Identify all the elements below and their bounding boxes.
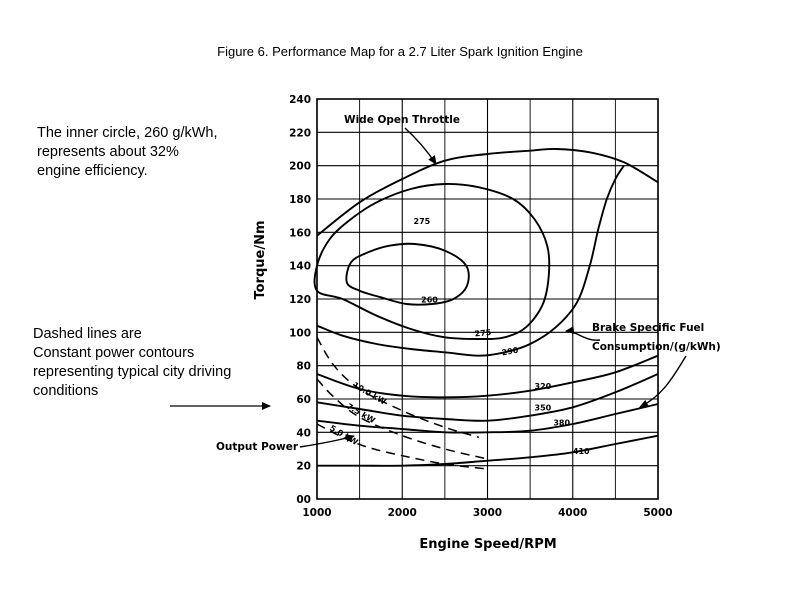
wot-annotation: Wide Open Throttle [344, 114, 460, 126]
y-tick-label: 80 [296, 361, 311, 373]
x-tick-labels: 1000 2000 3000 4000 5000 [302, 507, 672, 519]
contour-label: 380 [553, 419, 570, 428]
y-tick-label: 20 [296, 461, 311, 473]
dashed-lines-note: Dashed lines are Constant power contours… [33, 325, 283, 401]
bsfc-annotation-line2: Consumption/(g/kWh) [592, 341, 721, 353]
y-tick-label: 160 [289, 227, 311, 239]
x-tick-label: 5000 [643, 507, 672, 519]
y-tick-label: 40 [296, 427, 311, 439]
x-tick-label: 3000 [473, 507, 502, 519]
curve-260 [345, 242, 470, 306]
x-tick-label: 1000 [302, 507, 331, 519]
output-power-annotation: Output Power [216, 441, 299, 453]
y-axis-label: Torque/Nm [253, 220, 268, 299]
y-tick-label: 00 [296, 494, 311, 506]
curve-5-0-kw [316, 423, 488, 470]
curve-380 [316, 403, 659, 434]
x-axis-label: Engine Speed/RPM [419, 537, 556, 552]
curve-275 [313, 183, 551, 340]
y-tick-labels: 00 20 40 60 80 100 120 140 160 180 200 220 240 [289, 94, 311, 506]
y-tick-label: 120 [289, 294, 311, 306]
x-tick-label: 2000 [388, 507, 417, 519]
y-tick-label: 200 [289, 161, 311, 173]
y-tick-label: 240 [289, 94, 311, 106]
curve-320 [316, 354, 659, 399]
dashed-lines-note-line: representing typical city driving [33, 364, 232, 380]
x-tick-label: 4000 [558, 507, 587, 519]
inner-circle-note-line: represents about 32% [37, 144, 179, 160]
contour-label: 290 [501, 346, 519, 358]
y-tick-label: 60 [296, 394, 311, 406]
inner-circle-note-line: The inner circle, 260 g/kWh, [37, 125, 218, 141]
y-tick-label: 180 [289, 194, 311, 206]
dashed-lines-note-line: Constant power contours [33, 345, 195, 361]
y-tick-label: 220 [289, 127, 311, 139]
contour-label: 350 [535, 404, 552, 413]
inner-circle-note-line: engine efficiency. [37, 163, 148, 179]
contour-label: 320 [535, 382, 552, 391]
curve-7-5-kw [316, 378, 488, 460]
y-tick-label: 100 [289, 327, 311, 339]
inner-circle-note: The inner circle, 260 g/kWh, represents … [37, 124, 277, 181]
contour-label: 5.0 kW [328, 423, 360, 446]
contour-label: 275 [474, 328, 492, 339]
contour-curves [313, 148, 659, 470]
curve-10-0-kw [316, 336, 480, 439]
curve-290 [316, 165, 625, 357]
bsfc-arrow-2 [639, 355, 687, 408]
bsfc-arrow-1 [565, 326, 601, 341]
contour-label: 7.5 kW [345, 402, 377, 425]
contour-label: 260 [421, 295, 438, 304]
contour-label: 410 [573, 447, 590, 456]
figure-title: Figure 6. Performance Map for a 2.7 Lite… [217, 44, 583, 59]
dashed-lines-note-line: Dashed lines are [33, 326, 142, 342]
contour-label: 275 [414, 217, 431, 226]
y-tick-label: 140 [289, 261, 311, 273]
curve-350 [316, 373, 659, 422]
grid-lines [316, 98, 659, 500]
dashed-lines-note-line: conditions [33, 383, 99, 399]
plot-frame [316, 98, 659, 500]
curve-wide-open-throttle [316, 148, 659, 237]
wot-arrow [404, 127, 437, 165]
output-power-arrow [299, 434, 355, 448]
curve-410 [317, 434, 659, 467]
bsfc-annotation-line1: Brake Specific Fuel [592, 322, 704, 334]
